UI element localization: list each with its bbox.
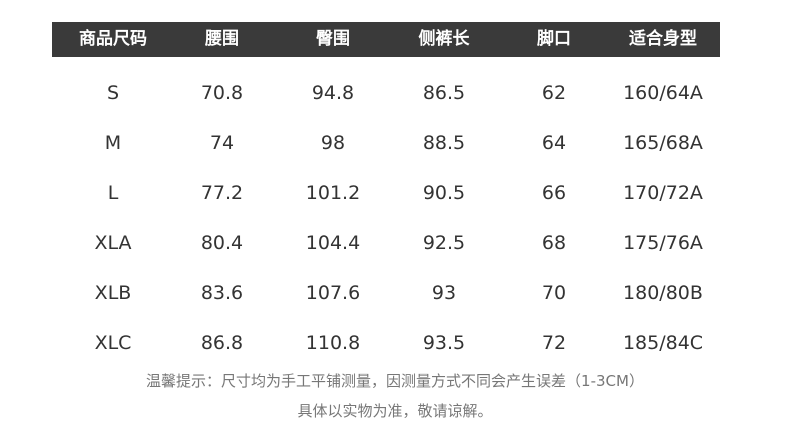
table-cell: 86.5 xyxy=(422,82,466,104)
table-cell: 104.4 xyxy=(305,232,361,254)
note: 具体以实物为准，敬请谅解。 xyxy=(297,402,493,420)
header-cell: 商品尺码 xyxy=(79,29,147,49)
table-cell: XLC xyxy=(94,332,132,354)
table-cell: 83.6 xyxy=(200,282,244,304)
table-cell: 74 xyxy=(209,132,235,154)
table-cell: 93.5 xyxy=(422,332,466,354)
table-cell: 70 xyxy=(541,282,567,304)
table-cell: 90.5 xyxy=(422,182,466,204)
table-cell: 68 xyxy=(541,232,567,254)
table-cell: 107.6 xyxy=(305,282,361,304)
table-cell: 185/84C xyxy=(622,332,704,354)
table-cell: M xyxy=(104,132,122,154)
table-cell: 160/64A xyxy=(623,82,703,104)
table-cell: 80.4 xyxy=(200,232,244,254)
header-bar xyxy=(52,22,720,57)
header-cell: 侧裤长 xyxy=(418,29,470,49)
table-cell: S xyxy=(106,82,120,104)
table-cell: 175/76A xyxy=(623,232,703,254)
header-cell: 适合身型 xyxy=(629,29,697,49)
table-cell: L xyxy=(107,182,119,204)
table-cell: 93 xyxy=(431,282,457,304)
table-cell: 72 xyxy=(541,332,567,354)
header-cell: 腰围 xyxy=(205,29,239,49)
table-cell: 110.8 xyxy=(305,332,361,354)
table-cell: 180/80B xyxy=(623,282,703,304)
table-cell: 98 xyxy=(320,132,346,154)
table-cell: 170/72A xyxy=(623,182,703,204)
table-cell: 86.8 xyxy=(200,332,244,354)
table-cell: XLA xyxy=(94,232,132,254)
table-cell: 70.8 xyxy=(200,82,244,104)
table-cell: 64 xyxy=(541,132,567,154)
table-cell: 77.2 xyxy=(200,182,244,204)
table-cell: 101.2 xyxy=(305,182,361,204)
table-cell: 165/68A xyxy=(623,132,703,154)
table-cell: 66 xyxy=(541,182,567,204)
table-cell: XLB xyxy=(94,282,132,304)
table-cell: 92.5 xyxy=(422,232,466,254)
note: 温馨提示：尺寸均为手工平铺测量，因测量方式不同会产生误差（1-3CM） xyxy=(146,372,644,390)
table-cell: 88.5 xyxy=(422,132,466,154)
header-cell: 脚口 xyxy=(537,29,571,49)
table-cell: 62 xyxy=(541,82,567,104)
header-cell: 臀围 xyxy=(316,29,350,49)
table-cell: 94.8 xyxy=(311,82,355,104)
